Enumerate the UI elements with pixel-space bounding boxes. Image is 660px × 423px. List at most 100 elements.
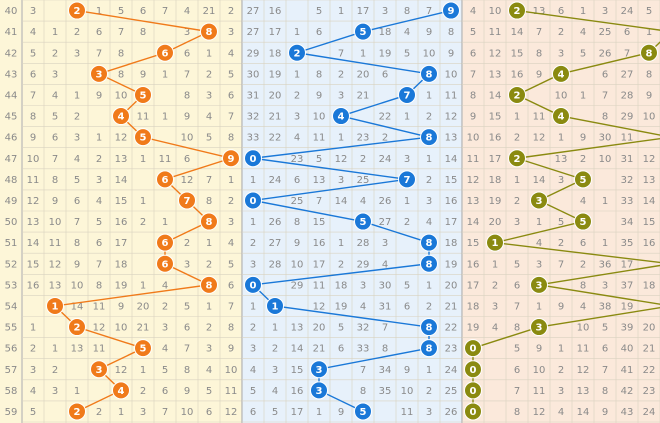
omission-value: 3 (96, 175, 102, 186)
omission-value: 7 (316, 196, 322, 207)
omission-value: 32 (357, 323, 370, 334)
omission-value: 19 (269, 69, 282, 80)
omission-value: 11 (313, 133, 326, 144)
winning-ball: 2 (68, 402, 86, 421)
omission-value: 3 (30, 6, 36, 17)
omission-value: 11 (533, 386, 546, 397)
omission-value: 23 (643, 386, 656, 397)
omission-value: 10 (533, 365, 546, 376)
omission-value: 6 (184, 323, 190, 334)
svg-text:3: 3 (536, 196, 543, 207)
svg-text:5: 5 (360, 407, 367, 418)
svg-text:3: 3 (96, 69, 103, 80)
omission-value: 8 (580, 280, 586, 291)
omission-value: 4 (360, 196, 366, 207)
omission-value: 21 (445, 301, 458, 312)
svg-text:5: 5 (360, 217, 367, 228)
omission-value: 7 (30, 90, 36, 101)
omission-value: 2 (206, 259, 212, 270)
omission-value: 2 (140, 217, 146, 228)
omission-value: 8 (140, 27, 146, 38)
omission-value: 6 (228, 90, 234, 101)
omission-value: 3 (382, 6, 388, 17)
winning-ball: 7 (398, 170, 416, 189)
omission-value: 10 (445, 69, 458, 80)
omission-value: 15 (291, 365, 304, 376)
omission-value: 10 (313, 112, 326, 123)
omission-value: 13 (555, 154, 568, 165)
omission-value: 8 (118, 69, 124, 80)
omission-value: 3 (272, 365, 278, 376)
winning-ball: 2 (68, 318, 86, 337)
period-label: 56 (5, 344, 18, 355)
svg-text:0: 0 (470, 365, 477, 376)
omission-value: 9 (316, 90, 322, 101)
omission-value: 16 (489, 133, 502, 144)
omission-value: 14 (27, 238, 40, 249)
svg-text:0: 0 (470, 386, 477, 397)
omission-value: 1 (250, 217, 256, 228)
omission-value: 14 (291, 344, 304, 355)
omission-value: 2 (426, 175, 432, 186)
omission-value: 2 (228, 196, 234, 207)
omission-value: 9 (30, 133, 36, 144)
omission-value: 1 (426, 90, 432, 101)
omission-value: 16 (291, 386, 304, 397)
winning-ball: 8 (420, 318, 438, 337)
omission-value: 6 (382, 69, 388, 80)
omission-value: 6 (140, 6, 146, 17)
svg-text:8: 8 (646, 48, 653, 59)
omission-value: 11 (533, 112, 546, 123)
omission-value: 1 (580, 90, 586, 101)
omission-value: 12 (313, 301, 326, 312)
omission-value: 3 (184, 27, 190, 38)
omission-value: 12 (49, 259, 62, 270)
omission-value: 21 (203, 6, 216, 17)
omission-value: 17 (621, 259, 634, 270)
period-label: 47 (5, 154, 18, 165)
omission-value: 18 (489, 175, 502, 186)
omission-value: 10 (225, 365, 238, 376)
svg-text:2: 2 (514, 90, 521, 101)
omission-value: 12 (489, 48, 502, 59)
omission-value: 25 (357, 175, 370, 186)
period-label: 46 (5, 133, 18, 144)
omission-value: 1 (294, 69, 300, 80)
omission-value: 33 (621, 196, 634, 207)
omission-value: 16 (511, 69, 524, 80)
omission-value: 9 (536, 69, 542, 80)
omission-value: 14 (577, 407, 590, 418)
omission-value: 12 (225, 407, 238, 418)
omission-value: 5 (52, 112, 58, 123)
omission-value: 34 (621, 217, 634, 228)
omission-value: 23 (357, 133, 370, 144)
omission-value: 20 (137, 301, 150, 312)
omission-value: 17 (489, 154, 502, 165)
omission-value: 3 (250, 344, 256, 355)
omission-value: 5 (316, 6, 322, 17)
omission-value: 5 (316, 154, 322, 165)
omission-value: 9 (228, 344, 234, 355)
omission-value: 1 (360, 48, 366, 59)
omission-value: 1 (338, 133, 344, 144)
omission-value: 5 (470, 27, 476, 38)
omission-value: 17 (269, 27, 282, 38)
omission-value: 6 (162, 386, 168, 397)
omission-value: 17 (313, 259, 326, 270)
svg-text:9: 9 (228, 154, 235, 165)
omission-value: 8 (602, 386, 608, 397)
winning-ball: 0 (464, 360, 482, 379)
svg-text:8: 8 (426, 344, 433, 355)
omission-value: 5 (646, 6, 652, 17)
omission-value: 2 (30, 344, 36, 355)
omission-value: 6 (558, 6, 564, 17)
omission-value: 6 (228, 280, 234, 291)
omission-value: 9 (646, 90, 652, 101)
omission-value: 7 (360, 365, 366, 376)
omission-value: 18 (445, 238, 458, 249)
period-label: 40 (5, 6, 18, 17)
period-label: 43 (5, 69, 18, 80)
period-label: 42 (5, 48, 18, 59)
omission-value: 3 (162, 323, 168, 334)
